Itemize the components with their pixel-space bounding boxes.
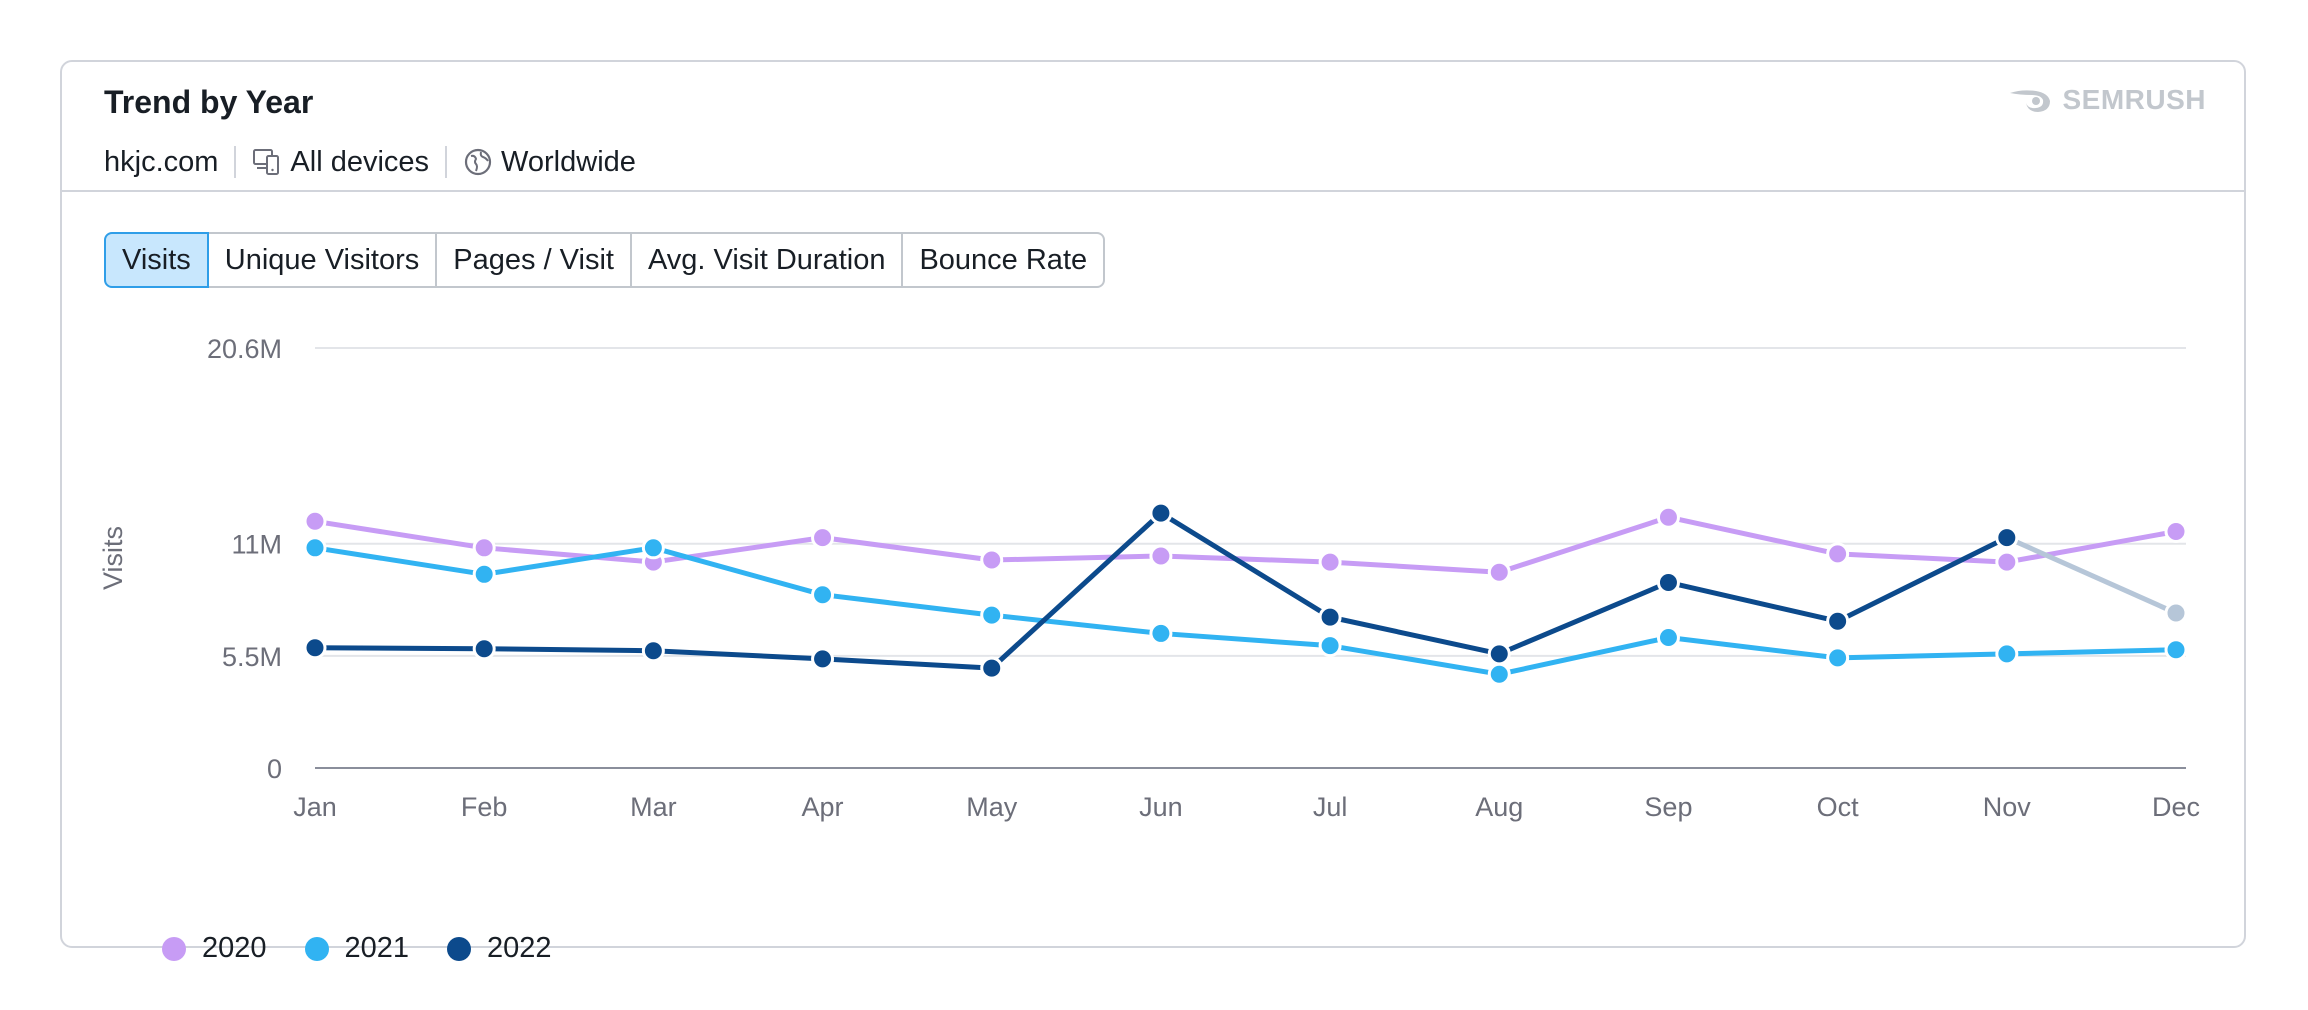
data-point-2022[interactable] <box>1487 642 1511 666</box>
data-point-2022[interactable] <box>1656 570 1680 594</box>
card-header: Trend by Year hkjc.com All devices <box>62 62 2244 192</box>
domain-label: hkjc.com <box>104 145 219 178</box>
data-point-2021[interactable] <box>2164 638 2188 662</box>
filter-meta: hkjc.com All devices Worldwide <box>104 142 636 182</box>
data-point-2022[interactable] <box>980 656 1004 680</box>
data-point-2021[interactable] <box>980 603 1004 627</box>
legend-item-2022[interactable]: 2022 <box>447 932 552 965</box>
data-point-2022[interactable] <box>811 647 835 671</box>
x-tick-label: Feb <box>461 792 508 822</box>
data-point-2022[interactable] <box>303 636 327 660</box>
legend-marker-2022 <box>447 936 472 961</box>
data-point-2021[interactable] <box>1487 662 1511 686</box>
region-label: Worldwide <box>501 145 636 178</box>
brand-name: SEMRUSH <box>2062 84 2206 115</box>
data-point-2022[interactable] <box>1826 609 1850 633</box>
divider <box>445 146 448 178</box>
legend-label-2020: 2020 <box>202 932 267 964</box>
data-point-2020[interactable] <box>303 509 327 533</box>
data-point-2020[interactable] <box>1656 505 1680 529</box>
y-axis-title: Visits <box>98 526 128 590</box>
x-tick-label: Dec <box>2152 792 2200 822</box>
data-point-2020[interactable] <box>980 548 1004 572</box>
data-point-2020[interactable] <box>2164 519 2188 543</box>
data-point-2022[interactable] <box>1149 501 1173 525</box>
data-point-2021[interactable] <box>1995 642 2019 666</box>
tab-avg-visit-duration[interactable]: Avg. Visit Duration <box>631 232 904 288</box>
x-tick-label: Mar <box>630 792 677 822</box>
widget-title: Trend by Year <box>104 84 314 120</box>
tab-visits[interactable]: Visits <box>104 232 209 288</box>
metric-tabs: Visits Unique Visitors Pages / Visit Avg… <box>104 232 1106 288</box>
x-tick-label: Jul <box>1313 792 1348 822</box>
legend-marker-2020 <box>162 936 186 961</box>
data-point-2022[interactable] <box>641 639 665 663</box>
legend-label-2021: 2021 <box>344 932 410 964</box>
x-tick-label: Jun <box>1139 792 1183 822</box>
devices-icon <box>253 149 280 175</box>
data-point-2021[interactable] <box>1149 621 1173 645</box>
data-point-2022[interactable] <box>2164 601 2188 625</box>
x-tick-label: Aug <box>1475 792 1523 822</box>
legend-item-2021[interactable]: 2021 <box>304 932 410 965</box>
data-point-2020[interactable] <box>1318 550 1342 574</box>
x-tick-label: Apr <box>802 792 844 822</box>
data-point-2021[interactable] <box>1318 634 1342 658</box>
data-point-2021[interactable] <box>472 562 496 586</box>
semrush-logo: SEMRUSH <box>2008 84 2206 116</box>
x-tick-label: Sep <box>1644 792 1692 822</box>
data-point-2022[interactable] <box>1995 526 2019 550</box>
data-point-2020[interactable] <box>1487 560 1511 584</box>
legend-marker-2021 <box>304 936 329 961</box>
data-point-2021[interactable] <box>641 536 665 560</box>
semrush-flame-icon <box>2010 90 2051 112</box>
data-point-2022[interactable] <box>472 637 496 661</box>
y-tick-label: 5.5M <box>222 642 282 672</box>
tab-unique-visitors[interactable]: Unique Visitors <box>208 232 438 288</box>
data-point-2020[interactable] <box>1826 542 1850 566</box>
data-point-2020[interactable] <box>1995 550 2019 574</box>
y-tick-label: 11M <box>231 530 282 560</box>
data-point-2022[interactable] <box>1318 605 1342 629</box>
devices-label: All devices <box>290 145 430 178</box>
data-point-2020[interactable] <box>811 526 835 550</box>
x-tick-label: Nov <box>1983 792 2032 822</box>
series-line-2020 <box>314 514 2177 575</box>
x-tick-label: May <box>966 792 1018 822</box>
series-line-2021 <box>314 545 2177 677</box>
devices-filter: All devices <box>252 146 429 179</box>
region-filter: Worldwide <box>463 146 636 179</box>
data-point-2020[interactable] <box>472 536 496 560</box>
y-tick-label: 0 <box>267 754 282 784</box>
legend-item-2020[interactable]: 2020 <box>162 932 267 965</box>
data-point-2021[interactable] <box>811 583 835 607</box>
x-tick-label: Jan <box>293 792 337 822</box>
trend-by-year-card: Trend by Year hkjc.com All devices <box>60 60 2246 964</box>
data-point-2021[interactable] <box>303 536 327 560</box>
x-tick-label: Oct <box>1817 792 1860 822</box>
globe-icon <box>464 148 492 176</box>
divider <box>234 146 237 178</box>
data-point-2021[interactable] <box>1656 626 1680 650</box>
data-point-2020[interactable] <box>1149 544 1173 568</box>
data-point-2021[interactable] <box>1826 646 1850 670</box>
y-tick-label: 20.6M <box>207 334 282 364</box>
series-projection-line-2022 <box>2005 535 2178 616</box>
tab-bounce-rate[interactable]: Bounce Rate <box>903 232 1106 288</box>
legend-label-2022: 2022 <box>487 932 552 964</box>
chart-legend: 2020 2021 2022 <box>162 932 590 965</box>
tab-pages-per-visit[interactable]: Pages / Visit <box>437 232 632 288</box>
